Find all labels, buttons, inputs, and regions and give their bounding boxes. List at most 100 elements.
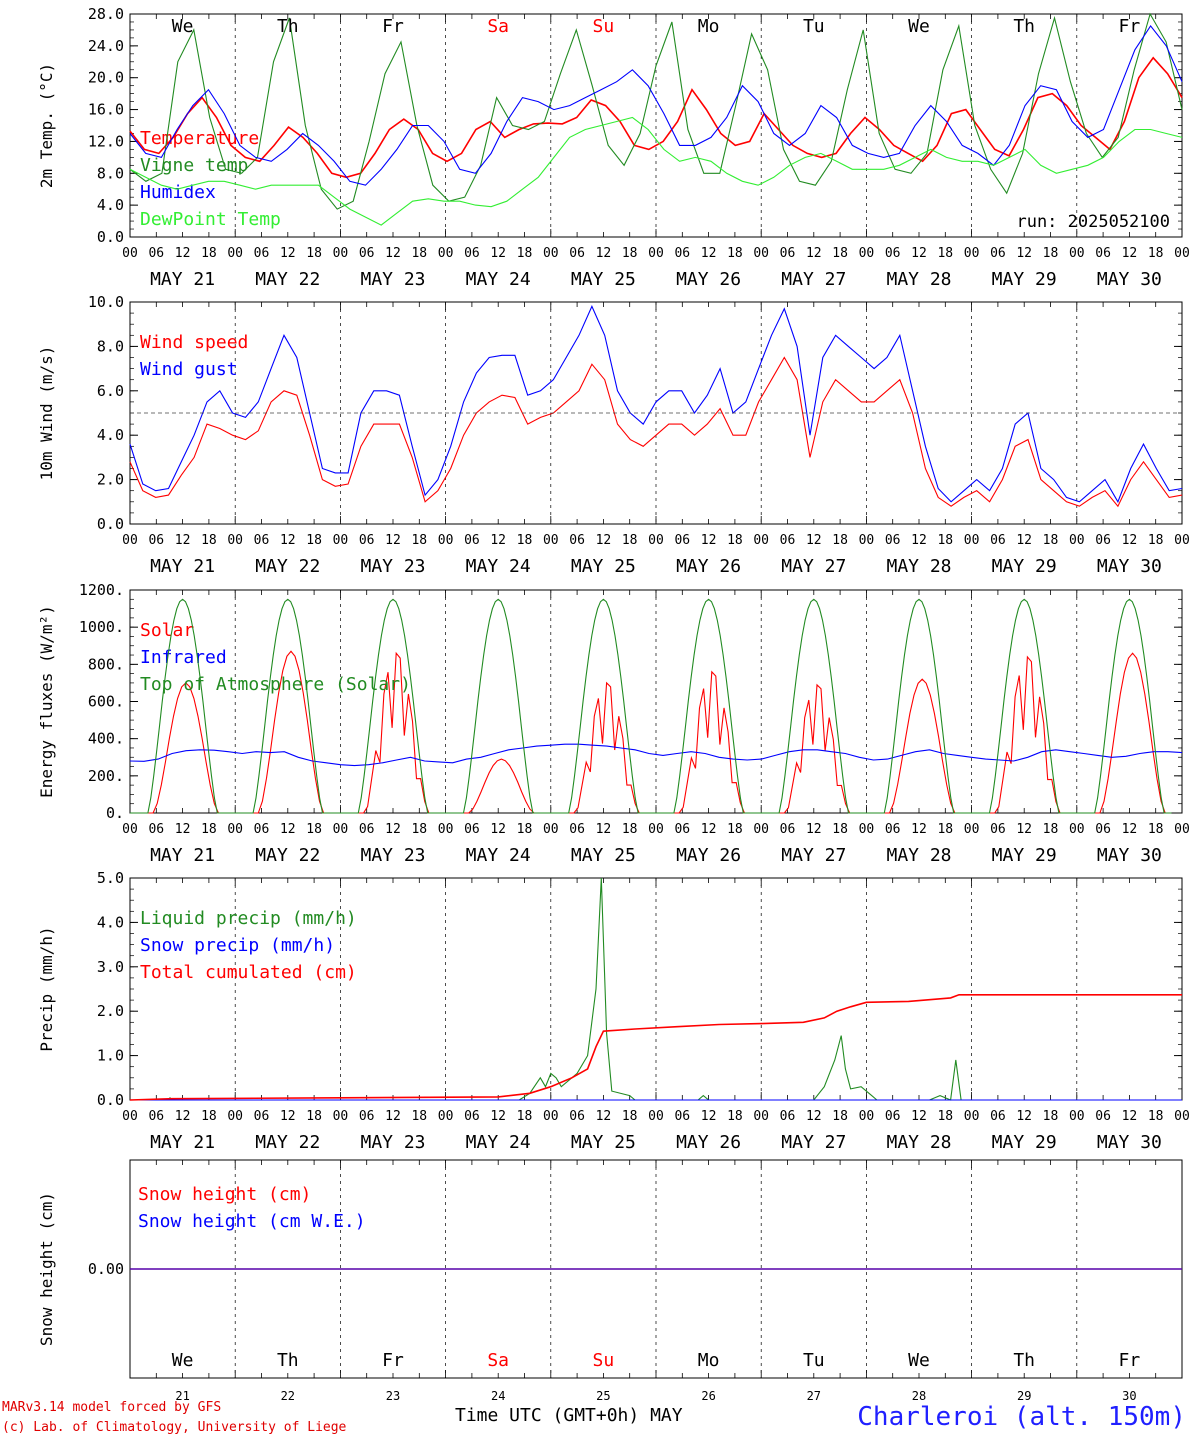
hour-tick-label: 18 [201, 246, 217, 261]
y-tick-label: 24.0 [88, 37, 124, 55]
day-number: 28 [912, 1389, 926, 1403]
hour-tick-label: 06 [990, 533, 1006, 548]
day-letter-top: Tu [803, 16, 825, 37]
date-label: MAY 23 [360, 269, 425, 290]
series-line-temperature [129, 56, 1183, 179]
hour-tick-label: 06 [569, 822, 585, 837]
date-label: MAY 27 [781, 269, 846, 290]
hour-tick-label: 00 [122, 822, 138, 837]
hour-tick-label: 00 [1174, 533, 1190, 548]
hour-tick-label: 06 [780, 246, 796, 261]
hour-tick-label: 18 [517, 1109, 533, 1124]
hour-tick-label: 18 [727, 1109, 743, 1124]
model-credit: MARv3.14 model forced by GFS [2, 1400, 222, 1415]
hour-tick-label: 06 [569, 533, 585, 548]
y-tick-label: 1.0 [97, 1047, 124, 1065]
y-axis-label: 2m Temp. (°C) [37, 63, 56, 188]
hour-tick-label: 12 [596, 1109, 612, 1124]
date-label: MAY 23 [360, 556, 425, 577]
hour-tick-label: 00 [859, 533, 875, 548]
day-letter-top: Su [593, 16, 615, 37]
hour-tick-label: 06 [885, 533, 901, 548]
run-annotation: run: 2025052100 [1016, 212, 1170, 232]
series-line-wind-speed [129, 356, 1183, 508]
hour-tick-label: 00 [122, 1109, 138, 1124]
hour-tick-label: 18 [1043, 533, 1059, 548]
day-letter-bottom: Mo [698, 1350, 720, 1371]
hour-tick-label: 00 [964, 533, 980, 548]
y-tick-label: 0.0 [97, 228, 124, 246]
date-label: MAY 25 [571, 1132, 636, 1153]
day-letter-top: Fr [382, 16, 404, 37]
hour-tick-label: 00 [1174, 822, 1190, 837]
hour-tick-label: 06 [674, 822, 690, 837]
hour-tick-label: 12 [701, 533, 717, 548]
date-label: MAY 22 [255, 269, 320, 290]
hour-tick-label: 18 [622, 533, 638, 548]
hour-tick-label: 00 [333, 1109, 349, 1124]
date-label: MAY 24 [466, 269, 531, 290]
y-tick-label: 2.0 [97, 471, 124, 489]
hour-tick-label: 12 [911, 246, 927, 261]
hour-tick-label: 18 [411, 246, 427, 261]
date-label: MAY 30 [1097, 845, 1162, 866]
y-tick-label: 0.0 [97, 1091, 124, 1109]
hour-tick-label: 18 [411, 533, 427, 548]
hour-tick-label: 12 [1122, 822, 1138, 837]
hour-tick-label: 12 [911, 1109, 927, 1124]
y-tick-label: 4.0 [97, 913, 124, 931]
hour-tick-label: 06 [254, 533, 270, 548]
y-tick-label: 12.0 [88, 132, 124, 150]
hour-tick-label: 00 [753, 822, 769, 837]
x-axis-title: Time UTC (GMT+0h) MAY [455, 1405, 683, 1426]
hour-tick-label: 18 [411, 822, 427, 837]
hour-tick-label: 00 [1174, 1109, 1190, 1124]
hour-tick-label: 00 [753, 1109, 769, 1124]
hour-tick-label: 06 [674, 1109, 690, 1124]
hour-tick-label: 06 [359, 246, 375, 261]
hour-tick-label: 18 [832, 246, 848, 261]
hour-tick-label: 18 [832, 1109, 848, 1124]
day-letter-top: Fr [1119, 16, 1141, 37]
hour-tick-label: 06 [780, 822, 796, 837]
hour-tick-label: 12 [280, 1109, 296, 1124]
y-tick-label: 3.0 [97, 958, 124, 976]
hour-tick-label: 00 [964, 1109, 980, 1124]
day-number: 27 [807, 1389, 821, 1403]
hour-tick-label: 06 [359, 822, 375, 837]
y-tick-label: 28.0 [88, 5, 124, 23]
hour-tick-label: 12 [490, 246, 506, 261]
date-label: MAY 23 [360, 845, 425, 866]
day-letter-bottom: We [908, 1350, 930, 1371]
hour-tick-label: 12 [806, 533, 822, 548]
date-label: MAY 25 [571, 556, 636, 577]
hour-tick-label: 00 [543, 246, 559, 261]
legend-vigne-temp: Vigne temp [140, 155, 248, 176]
hour-tick-label: 06 [464, 822, 480, 837]
y-tick-label: 0.00 [88, 1260, 124, 1278]
series-line-vigne-temp [129, 12, 1183, 210]
hour-tick-label: 06 [990, 822, 1006, 837]
day-number: 21 [175, 1389, 189, 1403]
date-label: MAY 29 [992, 1132, 1057, 1153]
hour-tick-label: 18 [622, 1109, 638, 1124]
hour-tick-label: 12 [490, 533, 506, 548]
hour-tick-label: 00 [1069, 822, 1085, 837]
hour-tick-label: 00 [122, 533, 138, 548]
date-label: MAY 27 [781, 1132, 846, 1153]
date-label: MAY 24 [466, 556, 531, 577]
hour-tick-label: 12 [1122, 246, 1138, 261]
date-label: MAY 30 [1097, 556, 1162, 577]
hour-tick-label: 12 [385, 533, 401, 548]
day-letter-bottom: Su [593, 1350, 615, 1371]
hour-tick-label: 12 [596, 822, 612, 837]
date-label: MAY 25 [571, 269, 636, 290]
day-letter-top: Th [277, 16, 299, 37]
date-label: MAY 30 [1097, 1132, 1162, 1153]
y-tick-label: 20.0 [88, 69, 124, 87]
hour-tick-label: 00 [438, 533, 454, 548]
series-line-total-cumulated-cm- [129, 994, 1182, 1101]
hour-tick-label: 06 [780, 533, 796, 548]
hour-tick-label: 06 [1095, 822, 1111, 837]
